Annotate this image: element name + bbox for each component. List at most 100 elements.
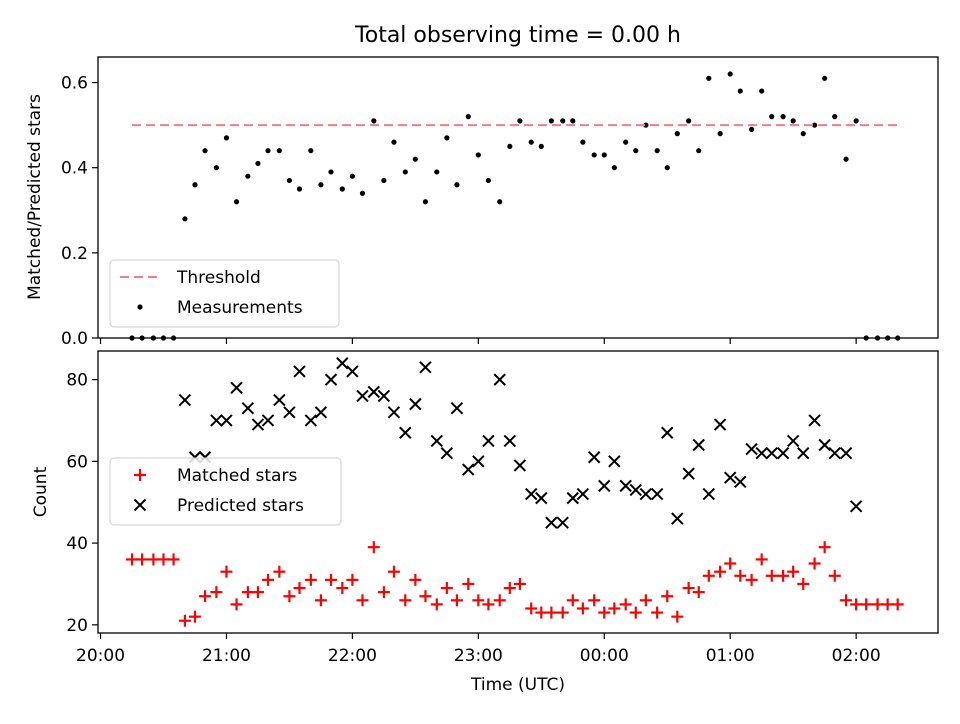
predicted-star-point [513,459,527,472]
predicted-star-point [639,487,653,501]
matched-star-point [336,582,349,595]
matched-star-point [210,586,223,599]
predicted-star-point [808,414,821,427]
matched-star-point [598,606,611,619]
matched-star-point [377,586,390,599]
measurement-point [359,190,366,196]
measurement-point [591,152,597,158]
matched-star-point [576,602,589,615]
bottom-y-tick-label: 20 [66,616,88,636]
measurement-point [528,139,534,145]
matched-star-point [850,598,863,611]
matched-star-point [871,598,884,611]
predicted-star-point [839,446,853,460]
top-y-tick-label: 0.4 [61,159,88,179]
matched-star-point [430,598,443,611]
top-axes-frame [97,56,939,339]
predicted-star-point [419,361,432,374]
matched-star-point [472,594,485,607]
matched-star-point [566,594,579,607]
legend-predicted-label: Predicted stars [177,496,304,516]
predicted-star-point [230,381,243,394]
predicted-star-point [409,397,422,411]
measurement-point [822,75,828,81]
measurement-point [391,139,397,145]
measurement-point [497,199,503,205]
matched-star-point [682,582,695,595]
predicted-star-point [776,446,790,460]
matched-star-point [304,573,317,586]
predicted-star-point [566,491,579,505]
predicted-star-point [367,385,381,399]
matched-star-point [346,573,359,586]
top-y-tick-label: 0.6 [61,74,88,94]
bottom-y-tick-label: 80 [66,371,88,391]
matched-star-point [714,565,727,578]
predicted-star-point [210,414,223,427]
measurement-point [696,148,702,154]
bottom-axes-frame [97,350,939,634]
matched-star-point [462,577,475,590]
measurement-point [422,199,429,205]
matched-star-point [283,590,296,603]
matched-star-point [419,590,432,603]
measurement-point [643,122,649,128]
predicted-star-point [828,446,841,460]
legend-measurements-label: Measurements [177,298,303,318]
measurement-point [318,182,324,188]
predicted-star-point [734,475,747,488]
measurement-point [255,160,261,167]
measurement-point [790,118,796,124]
matched-star-point [808,557,821,570]
predicted-star-point [430,434,443,448]
measurement-point [654,148,660,154]
matched-star-point [262,573,275,586]
matched-star-point [787,565,800,578]
predicted-star-point [261,414,275,427]
matched-star-point [367,541,380,554]
matched-star-point [828,569,841,582]
predicted-star-point [713,418,727,431]
measurement-point [686,118,692,124]
x-tick-label: 21:00 [202,646,251,666]
matched-star-point [503,582,516,595]
measurement-point [233,199,240,205]
measurement-point [349,173,355,179]
bottom-legend-box [109,457,342,526]
bottom-y-ticks: 20 40 60 80 [66,371,98,636]
predicted-star-point [356,389,369,403]
matched-star-point [651,606,664,619]
predicted-star-point [745,442,758,456]
legend-matched-label: Matched stars [177,466,297,486]
matched-star-point [639,594,652,607]
predicted-star-point [336,357,349,370]
measurement-point [308,148,314,154]
measurement-point [674,131,680,137]
matched-star-point [482,598,495,611]
measurement-point [538,143,544,150]
measurement-point [580,139,586,145]
matched-star-point [230,598,243,611]
top-y-tick-label: 0.0 [61,329,88,349]
measurement-point [265,148,271,154]
bottom-y-tick-label: 40 [66,534,88,554]
measurement-point [749,126,755,132]
predicted-star-point [493,373,506,386]
measurement-point [737,88,743,94]
predicted-star-point [608,455,621,468]
measurement-point [296,186,303,192]
measurement-point [611,165,617,171]
measurement-point [402,169,408,175]
measurement-point [832,114,838,120]
predicted-star-point [598,479,611,493]
measurement-point [548,118,554,124]
measurement-point [664,165,670,171]
predicted-star-point [786,434,800,448]
predicted-star-point [765,446,778,460]
matched-star-point [251,586,264,599]
matched-star-point [881,598,894,611]
predicted-star-point [273,393,286,407]
measurement-point [381,177,387,184]
measurement-point [843,156,849,162]
measurement-point [339,186,345,192]
